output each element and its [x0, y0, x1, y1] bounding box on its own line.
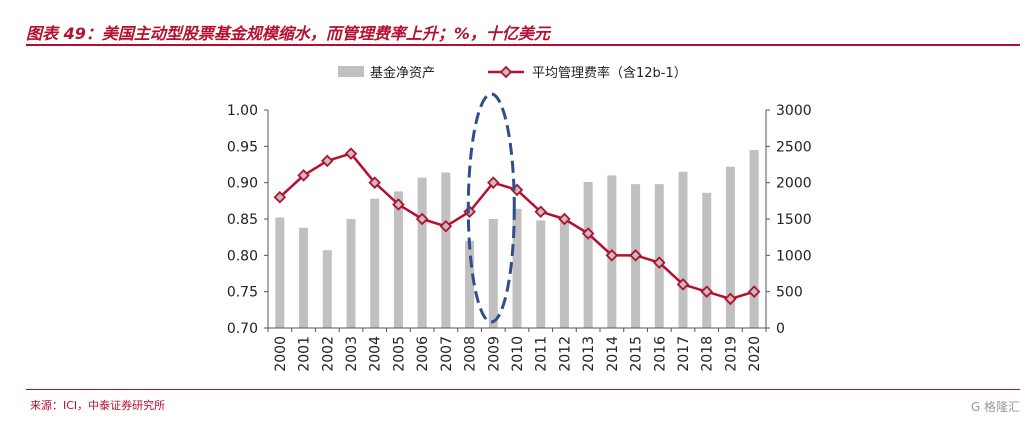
x-tick-label: 2020 [747, 336, 763, 372]
legend-bar-swatch [338, 66, 364, 77]
line-point [392, 198, 405, 211]
x-tick-label: 2009 [486, 336, 502, 372]
bar [512, 208, 522, 328]
bar [465, 240, 475, 328]
line-point [747, 285, 761, 298]
x-tick-label: 2002 [320, 336, 336, 372]
x-tick-label: 2010 [510, 336, 526, 372]
line-point [629, 249, 642, 262]
line-point [676, 278, 690, 291]
line-point [439, 219, 453, 233]
line-point [297, 169, 310, 182]
x-tick-label: 2000 [273, 336, 289, 372]
right-tick-label: 2500 [776, 139, 812, 155]
bar [536, 220, 546, 328]
left-tick-label: 0.85 [227, 212, 258, 228]
left-tick-label: 0.75 [227, 285, 258, 301]
bar [678, 171, 688, 328]
bar-series [275, 149, 759, 328]
line-point [581, 227, 595, 240]
x-tick-label: 2008 [463, 336, 479, 372]
legend-bar-label: 基金净资产 [370, 65, 435, 81]
x-tick-label: 2006 [415, 336, 431, 372]
bar [654, 184, 664, 328]
legend-line-marker [499, 65, 513, 79]
highlight-ellipse [466, 92, 516, 324]
x-tick-label: 2018 [700, 336, 716, 372]
bar [488, 219, 498, 328]
watermark-logo: G 格隆汇 [970, 400, 1020, 414]
highlight-ellipse-group [466, 92, 516, 324]
x-tick-label: 2014 [605, 336, 621, 372]
x-tick-label: 2012 [557, 336, 573, 372]
bar [583, 181, 593, 328]
bar [417, 177, 427, 328]
right-tick-label: 0 [776, 321, 785, 337]
line-point [273, 190, 287, 204]
legend-line-label: 平均管理费率（含12b-1） [532, 65, 687, 81]
line-point [558, 212, 571, 226]
line-point [487, 176, 500, 189]
bar [702, 192, 712, 328]
right-tick-label: 2000 [776, 176, 812, 192]
legend: 基金净资产 平均管理费率（含12b-1） [338, 65, 687, 81]
left-tick-label: 0.80 [227, 248, 258, 264]
right-tick-label: 3000 [776, 103, 812, 119]
x-tick-label: 2003 [344, 336, 360, 372]
x-tick-label: 2017 [676, 336, 692, 372]
bar [275, 217, 285, 328]
right-tick-label: 1500 [776, 212, 812, 228]
right-tick-label: 500 [776, 285, 803, 301]
left-tick-label: 1.00 [227, 103, 258, 119]
source-note: 来源：ICI，中泰证券研究所 [30, 399, 166, 412]
line-point [321, 154, 334, 168]
left-tick-label: 0.90 [227, 176, 258, 192]
bar [559, 219, 569, 328]
bar [370, 198, 380, 328]
axes: 0.70 0.75 0.80 0.85 0.90 0.95 1.00 0 500 1000 1500… [227, 103, 812, 372]
line-point [368, 176, 381, 189]
x-tick-label: 2016 [652, 336, 668, 372]
left-tick-label: 0.95 [227, 139, 258, 155]
x-tick-label: 2013 [581, 336, 597, 372]
right-tick-label: 1000 [776, 248, 812, 264]
line-point [415, 212, 429, 226]
line-point [653, 256, 666, 269]
bar [441, 172, 451, 328]
bar [749, 149, 759, 328]
x-tick-label: 2011 [534, 336, 550, 372]
line-point [344, 147, 358, 160]
x-tick-label: 2001 [297, 336, 313, 372]
title-rule [26, 44, 1020, 46]
bar [725, 166, 735, 328]
x-tick-label: 2004 [368, 336, 384, 372]
x-tick-label: 2005 [391, 336, 407, 372]
bar [299, 227, 309, 328]
line-point [534, 205, 547, 219]
bar [393, 191, 403, 328]
line-point [605, 249, 619, 262]
line-point [700, 285, 713, 298]
footer-rule [26, 389, 1020, 390]
x-tick-label: 2015 [629, 336, 645, 372]
chart-title: 图表 49：美国主动型股票基金规模缩水，而管理费率上升；%，十亿美元 [26, 24, 550, 43]
bar [322, 250, 332, 328]
line-point [724, 292, 737, 306]
bar [346, 219, 356, 328]
x-tick-label: 2019 [723, 336, 739, 372]
x-tick-label: 2007 [439, 336, 455, 372]
left-tick-label: 0.70 [227, 321, 258, 337]
